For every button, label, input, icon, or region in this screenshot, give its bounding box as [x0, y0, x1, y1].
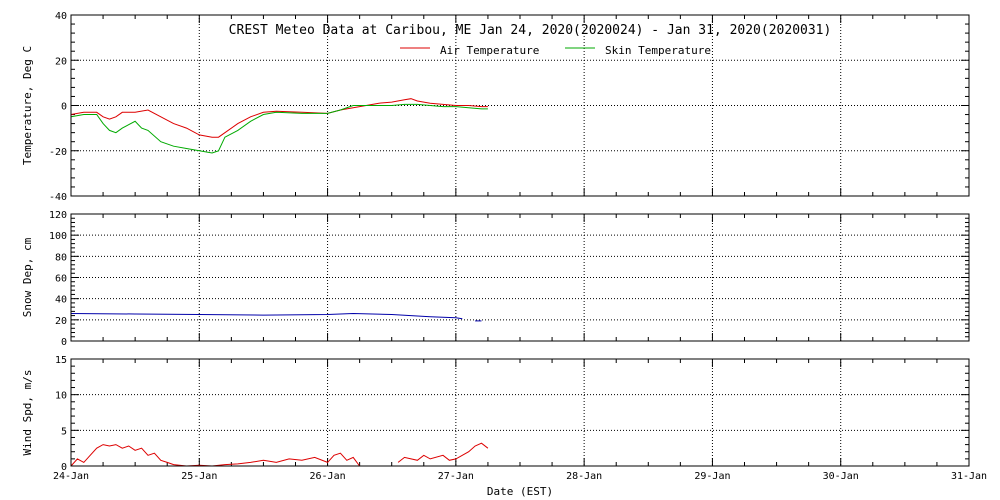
panel-frame — [70, 14, 970, 197]
y-tick-label: 100 — [49, 231, 67, 242]
x-tick-label: 31-Jan — [951, 471, 987, 482]
x-tick-label: 25-Jan — [181, 471, 217, 482]
chart-panel-2: 0 20 40 60 80 100 120 Snow Dep, cm — [21, 210, 970, 348]
y-tick-label: -40 — [49, 192, 67, 203]
y-tick-label: 40 — [55, 295, 67, 306]
y-tick-label: 5 — [61, 426, 67, 437]
y-axis-title: Snow Dep, cm — [21, 237, 34, 317]
series-line-1 — [70, 444, 361, 467]
x-tick-label: 29-Jan — [694, 471, 730, 482]
x-tick-label: 30-Jan — [823, 471, 859, 482]
chart-panel-1: -40 -20 0 20 40 Temperature, Deg C Air Tempera… — [21, 11, 970, 203]
panel-frame — [70, 358, 970, 467]
chart-title: CREST Meteo Data at Caribou, ME Jan 24, … — [229, 23, 832, 38]
series-line-skin-temperature — [70, 103, 488, 154]
x-tick-label: 26-Jan — [310, 471, 346, 482]
y-tick-label: 40 — [55, 11, 67, 22]
y-tick-label: 0 — [61, 462, 67, 473]
x-tick-label: 24-Jan — [53, 471, 89, 482]
y-axis-title: Wind Spd, m/s — [21, 369, 34, 455]
series-line-2 — [397, 442, 489, 463]
x-tick-label: 28-Jan — [566, 471, 602, 482]
y-tick-label: 20 — [55, 56, 67, 67]
panel-frame — [70, 213, 970, 342]
y-axis-title: Temperature, Deg C — [21, 46, 34, 165]
y-tick-label: 15 — [55, 355, 67, 366]
legend-label: Skin Temperature — [605, 44, 711, 57]
chart-panel-3: 0 5 10 15 Wind Spd, m/s 24-Jan 25-Jan 26-Jan 27-… — [21, 355, 987, 482]
legend-label: Air Temperature — [440, 44, 539, 57]
y-tick-label: 0 — [61, 102, 67, 113]
x-axis-title: Date (EST) — [487, 485, 553, 498]
y-tick-label: 10 — [55, 391, 67, 402]
y-tick-label: 20 — [55, 316, 67, 327]
y-tick-label: 80 — [55, 252, 67, 263]
y-tick-label: 60 — [55, 274, 67, 285]
series-line-air-temperature — [70, 98, 488, 138]
series-line-1 — [70, 312, 463, 320]
chart-panels: -40 -20 0 20 40 Temperature, Deg C Air Tempera… — [21, 11, 987, 482]
y-tick-label: 0 — [61, 337, 67, 348]
y-tick-label: 120 — [49, 210, 67, 221]
y-tick-label: -20 — [49, 147, 67, 158]
x-tick-label: 27-Jan — [438, 471, 474, 482]
